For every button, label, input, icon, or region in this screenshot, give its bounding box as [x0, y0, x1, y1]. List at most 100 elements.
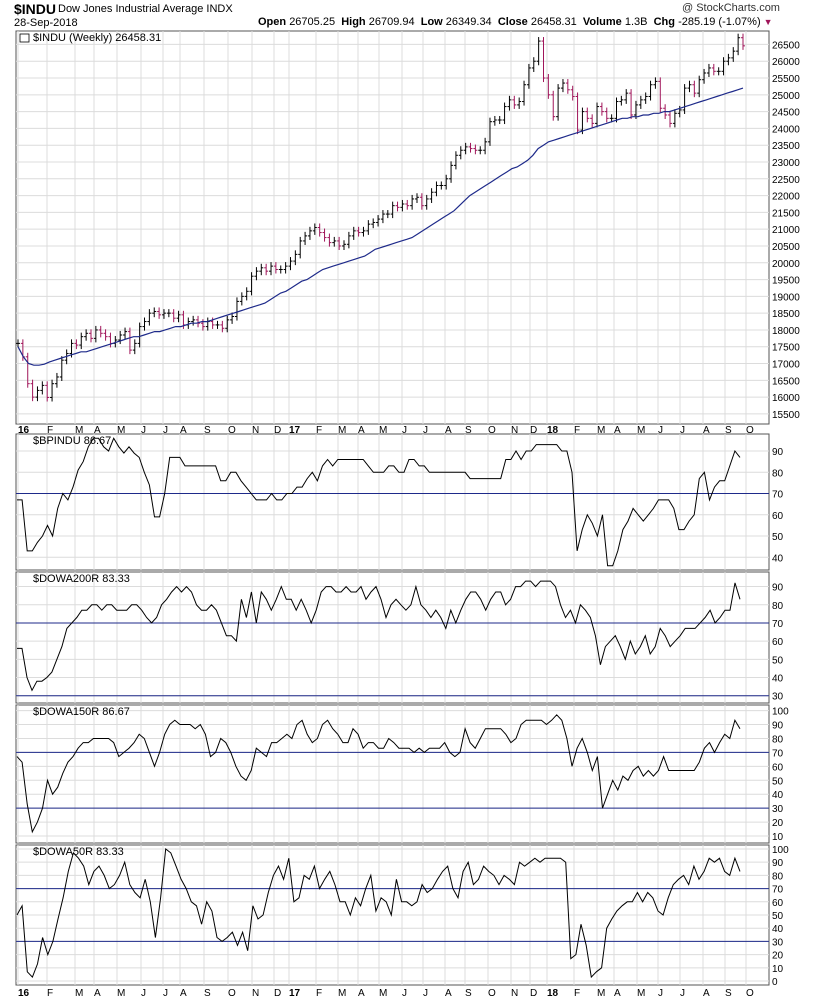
ohlc-bar [653, 77, 658, 89]
x-tick-label: M [379, 988, 387, 999]
x-tick-label: J [163, 425, 168, 436]
ohlc-bar [342, 240, 347, 251]
panel-bpindu: 40 50 60 70 80 90 $BPINDU 86.67 [15, 433, 784, 571]
ohlc-bar [629, 89, 634, 120]
y-tick-label: 20 [772, 818, 784, 829]
ohlc-bar [595, 102, 600, 128]
x-tick-label: M [637, 425, 645, 436]
x-tick-label: A [94, 988, 101, 999]
ohlc-bar [127, 327, 132, 355]
ohlc-bar [176, 310, 181, 323]
y-tick-label: 20500 [772, 242, 800, 253]
y-tick-label: 90 [772, 858, 784, 869]
y-tick-label: 100 [772, 845, 789, 856]
y-tick-label: 26000 [772, 57, 800, 68]
ohlc-bar [711, 63, 716, 76]
ohlc-bar [332, 236, 337, 247]
ohlc-bar [687, 80, 692, 93]
x-tick-label: O [746, 425, 754, 436]
x-tick-label: A [614, 425, 621, 436]
x-tick-label: M [338, 425, 346, 436]
ohlc-bar [390, 201, 395, 219]
ohlc-bar [522, 80, 527, 106]
y-tick-label: 50 [772, 776, 784, 787]
ohlc-bar [249, 272, 254, 296]
y-tick-label: 70 [772, 885, 784, 896]
ohlc-bar [215, 320, 220, 329]
x-tick-label: 17 [289, 988, 301, 999]
ohlc-bar [531, 57, 536, 72]
y-tick-label: 20 [772, 951, 784, 962]
ohlc-bar [254, 267, 259, 281]
x-tick-label: D [274, 425, 281, 436]
y-tick-label: 23000 [772, 158, 800, 169]
chart-header: $INDU Dow Jones Industrial Average INDX … [0, 0, 820, 34]
y-tick-label: 60 [772, 511, 784, 522]
x-tick-label: J [402, 988, 407, 999]
x-tick-label: J [680, 425, 685, 436]
ohlc-bar [414, 193, 419, 203]
panel-price: 15500 16000 16500 17000 17500 18000 18500 19000… [15, 30, 800, 425]
y-tick-label: 50 [772, 532, 784, 543]
ohlc-bar [312, 223, 317, 235]
y-tick-label: 50 [772, 911, 784, 922]
ohlc-bar [351, 226, 356, 240]
x-tick-label: S [725, 988, 732, 999]
y-tick-label: 21000 [772, 225, 800, 236]
close-value: 26458.31 [530, 16, 577, 28]
panel-dowa50r: 0 10 20 30 40 50 60 70 80 90 100 $DOWA50R 83.33 [15, 844, 789, 988]
ohlc-bar [152, 307, 157, 318]
x-tick-label: N [252, 988, 259, 999]
panel-title: $DOWA200R 83.33 [33, 573, 130, 585]
ohlc-bar [166, 309, 171, 318]
ohlc-bar [512, 95, 517, 109]
volume-label: Volume [582, 16, 622, 28]
x-tick-label: J [423, 425, 428, 436]
ohlc-bar [609, 114, 614, 123]
ohlc-bar [346, 231, 351, 249]
x-tick-label: A [358, 988, 365, 999]
y-tick-label: 90 [772, 721, 784, 732]
ohlc-bar [50, 379, 55, 402]
close-label: Close [497, 16, 528, 28]
panel-frame [15, 30, 770, 425]
y-tick-label: 18000 [772, 326, 800, 337]
ohlc-bar [79, 332, 84, 350]
ohlc-bar [487, 117, 492, 146]
x-tick-label: O [228, 425, 236, 436]
ohlc-bar [410, 194, 415, 210]
ohlc-bar [142, 317, 147, 331]
ohlc-bar [424, 194, 429, 210]
x-tick-label: O [488, 988, 496, 999]
high-value: 26709.94 [368, 16, 415, 28]
x-tick-label: 18 [547, 425, 559, 436]
ohlc-bar [624, 89, 629, 104]
ohlc-bar [317, 223, 322, 237]
ohlc-bar [682, 84, 687, 114]
ohlc-bar [376, 215, 381, 227]
ohlc-bar [599, 102, 604, 116]
ohlc-bar [298, 236, 303, 259]
y-tick-label: 70 [772, 748, 784, 759]
ohlc-bar [716, 67, 721, 76]
panel-title: $BPINDU 86.67 [33, 435, 111, 447]
panel-frame [15, 433, 770, 571]
ohlc-bar [239, 292, 244, 306]
ohlc-bar [731, 47, 736, 62]
ohlc-bar [132, 339, 137, 355]
y-tick-label: 40 [772, 674, 784, 685]
stockcharts-logo: @ StockCharts.com [682, 2, 780, 14]
ohlc-bar [643, 92, 648, 104]
y-tick-label: 23500 [772, 141, 800, 152]
x-tick-label: D [530, 425, 537, 436]
ohlc-bar [273, 262, 278, 274]
x-tick-label: F [574, 425, 580, 436]
y-tick-label: 26500 [772, 40, 800, 51]
ohlc-bar [118, 330, 123, 345]
x-tick-label: 18 [547, 988, 559, 999]
ohlc-bar [507, 95, 512, 111]
ohlc-bar [93, 325, 98, 343]
y-tick-label: 18500 [772, 309, 800, 320]
panel-title: $DOWA50R 83.33 [33, 846, 124, 858]
